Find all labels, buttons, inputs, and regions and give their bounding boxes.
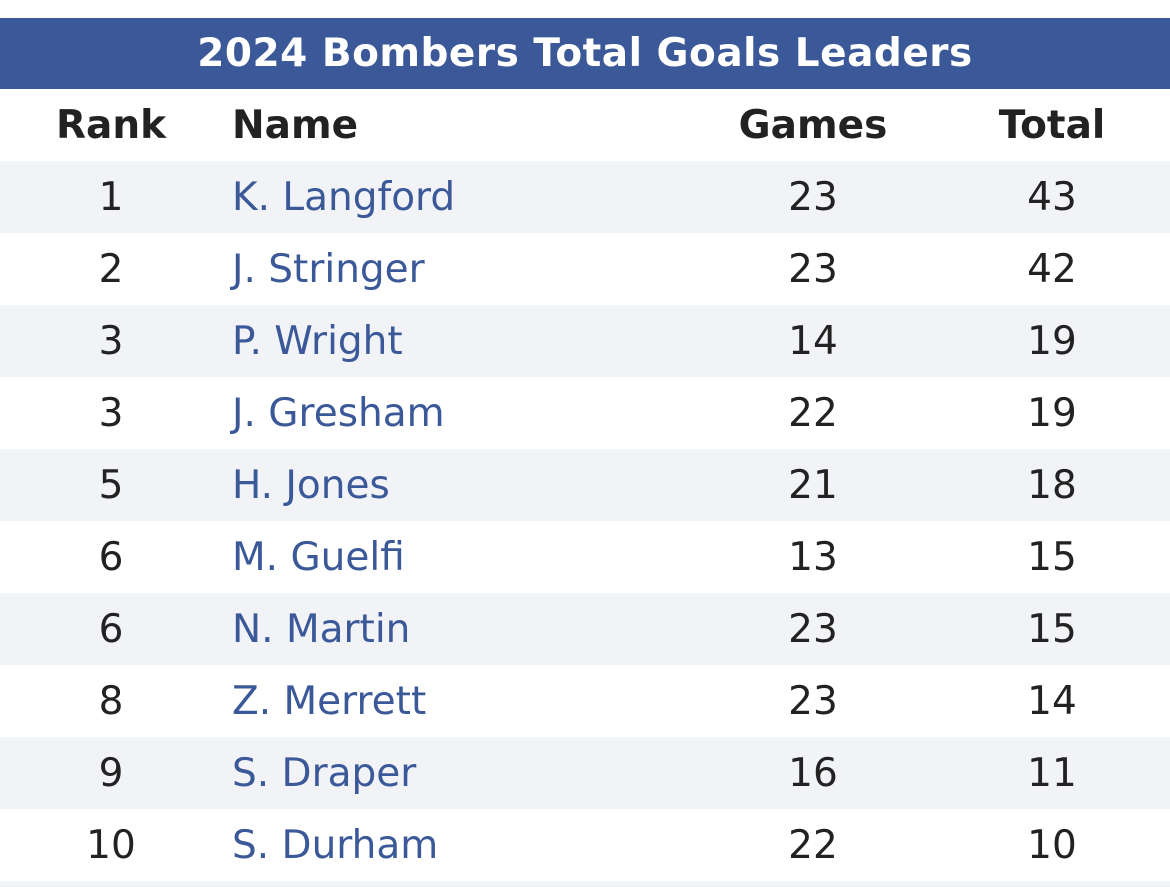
player-name-link[interactable]: J. Stringer <box>232 246 425 292</box>
cell-rank: 8 <box>98 678 124 724</box>
cell-total: 11 <box>1027 750 1077 796</box>
column-header-rank: Rank <box>55 102 167 148</box>
table-row: 6 M. Guelfi 13 15 <box>0 521 1170 593</box>
cell-rank: 5 <box>98 462 124 508</box>
cell-games: 23 <box>788 174 838 220</box>
cell-games: 23 <box>788 606 838 652</box>
cell-rank: 9 <box>98 750 124 796</box>
table-row: 1 K. Langford 23 43 <box>0 161 1170 233</box>
table-row: 6 N. Martin 23 15 <box>0 593 1170 665</box>
cell-total: 42 <box>1027 246 1077 292</box>
cell-games: 22 <box>788 822 838 868</box>
cell-games: 23 <box>788 678 838 724</box>
cell-games: 21 <box>788 462 838 508</box>
table-title-bar: 2024 Bombers Total Goals Leaders <box>0 18 1170 89</box>
cell-games: 23 <box>788 246 838 292</box>
table-row: 3 P. Wright 14 19 <box>0 305 1170 377</box>
table-row: 2 J. Stringer 23 42 <box>0 233 1170 305</box>
cell-rank: 3 <box>98 390 124 436</box>
cell-total: 15 <box>1027 606 1077 652</box>
column-header-games: Games <box>738 102 888 148</box>
cell-total: 15 <box>1027 534 1077 580</box>
cell-games: 14 <box>788 318 838 364</box>
player-name-link[interactable]: K. Langford <box>232 174 456 220</box>
player-name-link[interactable]: J. Gresham <box>232 390 445 436</box>
cell-rank: 3 <box>98 318 124 364</box>
player-name-link[interactable]: M. Guelfi <box>232 534 405 580</box>
table-row: 8 Z. Merrett 23 14 <box>0 665 1170 737</box>
cell-total: 18 <box>1027 462 1077 508</box>
column-header-total: Total <box>998 102 1106 148</box>
table-row: 9 S. Draper 16 11 <box>0 737 1170 809</box>
cell-total: 19 <box>1027 390 1077 436</box>
cell-total: 10 <box>1027 822 1077 868</box>
table-row: 10 S. Durham 22 10 <box>0 809 1170 881</box>
player-name-link[interactable]: S. Draper <box>232 750 417 796</box>
table-row: 3 J. Gresham 22 19 <box>0 377 1170 449</box>
column-header-name: Name <box>232 102 359 148</box>
goals-leaders-table: 2024 Bombers Total Goals Leaders Rank Na… <box>0 18 1170 887</box>
table-title: 2024 Bombers Total Goals Leaders <box>197 31 973 76</box>
cell-rank: 2 <box>98 246 124 292</box>
player-name-link[interactable]: Z. Merrett <box>232 678 427 724</box>
player-name-link[interactable]: N. Martin <box>232 606 411 652</box>
player-name-link[interactable]: S. Durham <box>232 822 439 868</box>
cell-rank: 6 <box>98 534 124 580</box>
player-name-link[interactable]: H. Jones <box>232 462 390 508</box>
cell-total: 43 <box>1027 174 1077 220</box>
table-row: 5 H. Jones 21 18 <box>0 449 1170 521</box>
player-name-link[interactable]: P. Wright <box>232 318 403 364</box>
table-header-row: Rank Name Games Total <box>0 89 1170 161</box>
cell-rank: 1 <box>98 174 124 220</box>
cell-total: 14 <box>1027 678 1077 724</box>
cell-games: 13 <box>788 534 838 580</box>
cell-rank: 10 <box>86 822 136 868</box>
cell-total: 19 <box>1027 318 1077 364</box>
cell-games: 22 <box>788 390 838 436</box>
table-bottom-strip <box>0 881 1170 887</box>
cell-games: 16 <box>788 750 838 796</box>
cell-rank: 6 <box>98 606 124 652</box>
